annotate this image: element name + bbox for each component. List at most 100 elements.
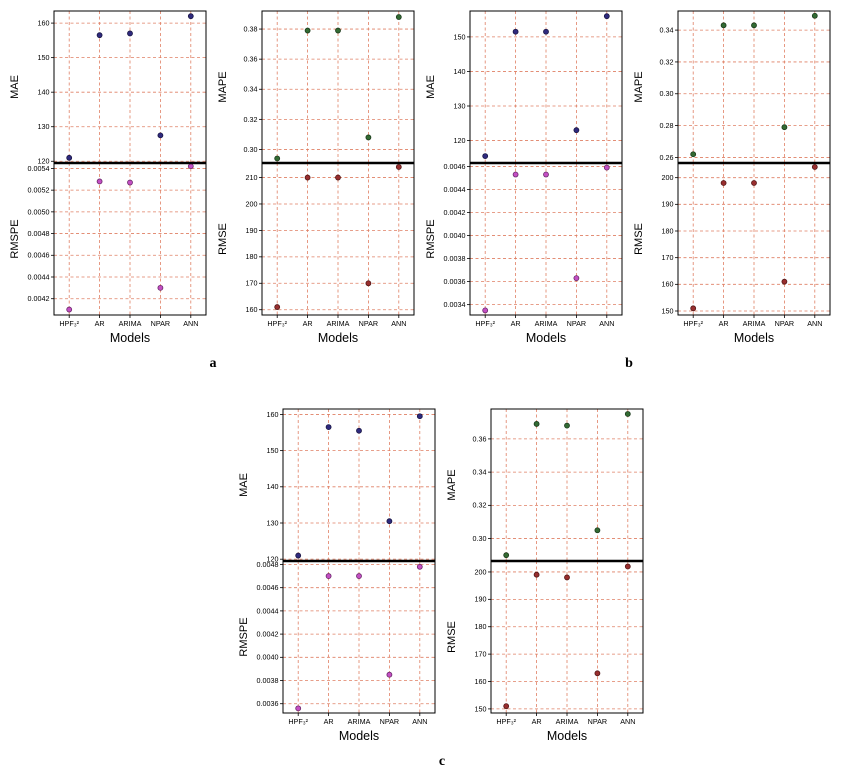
y-tick-label: 0.34	[244, 85, 258, 94]
y-tick-label: 0.0054	[28, 164, 50, 173]
data-point-rmspe-0	[295, 705, 302, 712]
data-point-rmse-2	[335, 174, 341, 181]
y-tick-label: 0.30	[473, 534, 487, 543]
x-tick-label: AR	[95, 319, 105, 328]
panel-label-c: c	[438, 754, 446, 769]
data-point-mae-1	[96, 32, 103, 39]
y-tick-label: 190	[475, 595, 487, 604]
data-point-rmse-1	[533, 571, 540, 578]
data-point-mae-4	[416, 413, 423, 420]
y-tick-label: 160	[246, 305, 258, 314]
x-axis-label: Models	[110, 331, 150, 345]
data-point-mae-4	[603, 13, 610, 20]
y-tick-label: 0.38	[244, 24, 258, 33]
data-point-mape-3	[594, 527, 601, 534]
x-tick-label: AR	[511, 319, 521, 328]
bottom-row: 120 130 140 150 160 MAE 0.0036 0.0038 0.0040 0.00…	[235, 402, 843, 770]
data-point-rmse-2	[751, 180, 757, 186]
data-point-rmspe-1	[325, 573, 332, 579]
y-axis-label: MAE	[9, 75, 21, 99]
y-tick-label: 120	[38, 157, 50, 166]
x-tick-label: AR	[303, 319, 313, 328]
x-tick-label: NPAR	[380, 717, 399, 726]
y-tick-label: 0.30	[244, 145, 258, 154]
y-tick-label: 180	[475, 622, 487, 631]
chart-column: 0.30 0.32 0.34 0.36 MAPE 150 160 170 180 190 200 RM…	[446, 408, 644, 743]
y-tick-label: 150	[662, 306, 674, 315]
y-tick-label: 0.0048	[28, 229, 50, 238]
x-tick-label: HPF₃²	[288, 717, 308, 726]
y-tick-label: 200	[246, 199, 258, 208]
panel-label-a: a	[209, 356, 217, 371]
x-tick-label: ANN	[412, 717, 427, 726]
data-point-rmse-4	[624, 563, 631, 570]
data-point-rmspe-1	[512, 171, 519, 178]
y-tick-label: 0.32	[660, 57, 674, 66]
y-tick-label: 0.32	[473, 501, 487, 510]
x-tick-label: HPF₃²	[683, 319, 703, 328]
y-tick-label: 130	[454, 101, 466, 110]
y-tick-label: 200	[475, 567, 487, 576]
y-tick-label: 0.0042	[444, 208, 466, 217]
y-axis-label: MAPE	[633, 71, 645, 102]
data-point-mape-2	[335, 27, 341, 34]
y-axis-label: MAPE	[217, 71, 229, 102]
x-axis-label: Models	[547, 729, 587, 743]
y-tick-label: 200	[662, 173, 674, 182]
y-axis-label: RMSE	[217, 223, 229, 255]
chart-column: 120 130 140 150 MAE 0.0034 0.0036 0.0038 0.0040 0…	[425, 10, 623, 345]
y-tick-label: 160	[267, 410, 279, 419]
data-point-mae-2	[543, 28, 549, 35]
y-tick-label: 0.0042	[257, 629, 279, 638]
chart-column: 120 130 140 150 160 MAE 0.0042 0.0044 0.0046 0.00…	[9, 10, 207, 345]
y-tick-label: 0.30	[660, 89, 674, 98]
x-tick-label: NPAR	[567, 319, 586, 328]
data-point-rmspe-3	[157, 284, 164, 291]
data-point-mape-2	[564, 422, 570, 429]
panel-b-charts: 120 130 140 150 MAE 0.0034 0.0036 0.0038 0.0040 0…	[422, 4, 836, 346]
y-tick-label: 0.0038	[257, 676, 279, 685]
data-point-rmspe-3	[386, 671, 393, 678]
y-axis-label: RMSPE	[9, 219, 21, 258]
panel-a-charts: 120 130 140 150 160 MAE 0.0042 0.0044 0.0046 0.00…	[6, 4, 420, 346]
x-tick-label: NPAR	[151, 319, 170, 328]
data-point-mae-0	[66, 154, 73, 161]
y-tick-label: 120	[454, 136, 466, 145]
x-tick-label: HPF₃²	[475, 319, 495, 328]
x-tick-label: AR	[324, 717, 334, 726]
y-tick-label: 160	[662, 280, 674, 289]
y-tick-label: 0.0040	[257, 653, 279, 662]
y-tick-label: 130	[38, 122, 50, 131]
x-tick-label: ANN	[391, 319, 406, 328]
x-axis-label: Models	[734, 331, 774, 345]
y-tick-label: 150	[454, 32, 466, 41]
y-axis-label: MAPE	[446, 469, 458, 500]
y-tick-label: 150	[475, 704, 487, 713]
data-point-rmse-1	[304, 174, 311, 181]
y-tick-label: 0.0052	[28, 186, 50, 195]
data-point-mape-1	[720, 22, 727, 29]
y-tick-label: 0.0050	[28, 207, 50, 216]
data-point-rmspe-0	[482, 307, 489, 314]
data-point-rmspe-4	[187, 163, 194, 170]
chart-column: 0.30 0.32 0.34 0.36 0.38 MAPE 160 170 180 190 200 2…	[217, 10, 415, 345]
y-tick-label: 190	[662, 200, 674, 209]
x-tick-label: ANN	[807, 319, 822, 328]
y-tick-label: 180	[662, 226, 674, 235]
data-point-mape-1	[533, 421, 540, 427]
data-point-mae-3	[157, 132, 164, 139]
data-point-mae-2	[127, 30, 133, 37]
y-tick-label: 0.28	[660, 121, 674, 130]
x-axis-label: Models	[339, 729, 379, 743]
data-point-rmse-0	[274, 304, 281, 310]
y-tick-label: 0.0042	[28, 294, 50, 303]
data-point-mape-3	[781, 124, 788, 131]
data-point-rmse-0	[503, 703, 510, 710]
y-tick-label: 0.0036	[444, 277, 466, 286]
panel-label-b: b	[625, 356, 633, 371]
chart-column: 0.26 0.28 0.30 0.32 0.34 MAPE 150 160 170 180 190 2…	[633, 10, 831, 345]
y-axis-label: RMSE	[633, 223, 645, 255]
x-axis-label: Models	[318, 331, 358, 345]
data-point-rmse-4	[395, 164, 402, 170]
